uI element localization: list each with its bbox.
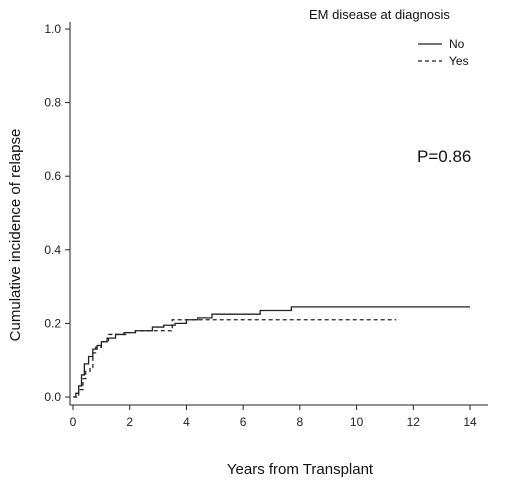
y-tick-label: 0.2 bbox=[44, 316, 61, 330]
x-tick-label: 6 bbox=[240, 415, 247, 429]
legend-label-yes: Yes bbox=[449, 54, 469, 68]
y-tick-label: 1.0 bbox=[44, 22, 61, 36]
x-axis-title: Years from Transplant bbox=[227, 461, 374, 478]
y-tick-label: 0.6 bbox=[44, 169, 61, 183]
legend: No Yes bbox=[418, 37, 469, 68]
y-tick-label: 0.4 bbox=[44, 243, 61, 257]
x-tick-label: 8 bbox=[297, 415, 304, 429]
x-ticks: 0 2 4 6 8 10 12 14 bbox=[70, 405, 477, 429]
x-tick-label: 2 bbox=[126, 415, 133, 429]
p-value-annotation: P=0.86 bbox=[417, 147, 471, 166]
y-axis-title: Cumulative incidence of relapse bbox=[7, 129, 24, 342]
y-ticks: 0.0 0.2 0.4 0.6 0.8 1.0 bbox=[44, 22, 70, 404]
series-layer bbox=[73, 306, 470, 398]
x-tick-label: 12 bbox=[407, 415, 421, 429]
series-line-no bbox=[73, 306, 470, 398]
legend-title: EM disease at diagnosis bbox=[309, 7, 450, 22]
x-tick-label: 0 bbox=[70, 415, 77, 429]
x-tick-label: 14 bbox=[463, 415, 477, 429]
y-tick-label: 0.8 bbox=[44, 96, 61, 110]
x-tick-label: 10 bbox=[350, 415, 364, 429]
legend-label-no: No bbox=[449, 37, 465, 51]
series-line-yes bbox=[73, 319, 397, 398]
axes bbox=[69, 22, 488, 406]
x-tick-label: 4 bbox=[183, 415, 190, 429]
y-tick-label: 0.0 bbox=[44, 390, 61, 404]
